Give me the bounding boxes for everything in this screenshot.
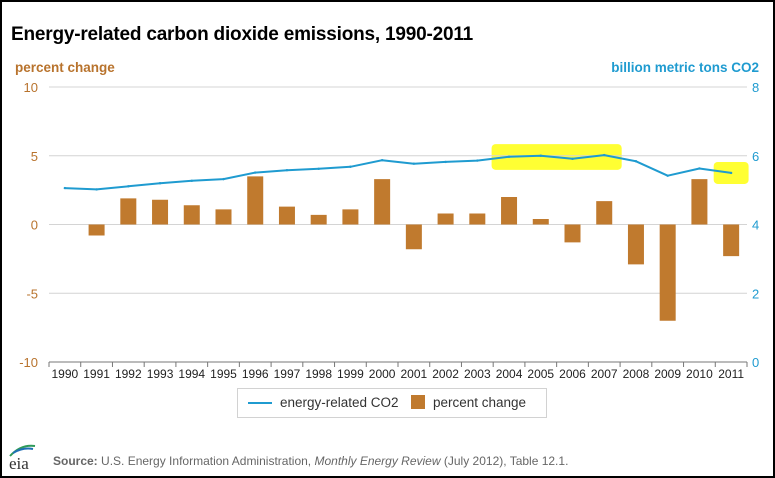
legend-bar-swatch [411,395,425,409]
x-tick-label-2001: 2001 [401,367,428,381]
x-tick-label-2007: 2007 [591,367,618,381]
line-point-2001 [412,162,416,165]
bar-2005 [532,219,549,225]
bar-1996 [247,176,264,225]
line-series-energy-related-co2 [64,154,732,191]
bar-2008 [627,224,644,265]
bar-1992 [120,198,137,225]
left-tick-label: 0 [31,218,38,233]
x-tick-label-2011: 2011 [718,367,744,381]
line-point-1997 [285,168,289,172]
line-point-2009 [666,174,669,177]
legend-line-label: energy-related CO2 [280,395,399,410]
bar-1993 [152,199,169,225]
right-tick-label: 4 [752,218,759,233]
line-point-2006 [571,157,574,161]
bar-2003 [469,213,486,225]
x-tick-label-2005: 2005 [527,367,554,381]
chart-legend: energy-related CO2 percent change [237,388,547,418]
eia-logo: eia [9,444,36,472]
right-tick-label: 2 [752,286,759,301]
line-point-1998 [317,167,320,171]
line-point-2011 [729,171,733,175]
x-tick-label-1992: 1992 [115,367,142,381]
source-publication: Monthly Energy Review [314,454,441,468]
bar-2011 [723,224,740,257]
left-tick-label: 5 [31,149,38,164]
x-tick-label-1996: 1996 [242,367,269,381]
source-note: Source: U.S. Energy Information Administ… [53,454,568,468]
right-tick-label: 8 [752,80,759,95]
x-tick-label-2002: 2002 [432,367,459,381]
line-point-1990 [63,186,67,190]
bar-1995 [215,209,232,225]
bar-1994 [183,205,200,225]
line-point-1993 [158,182,162,185]
bar-2009 [659,224,676,321]
x-tick-label-2008: 2008 [623,367,650,381]
bar-1999 [342,209,359,225]
bar-2010 [691,179,708,225]
bar-2004 [501,197,518,225]
line-point-1991 [95,188,98,191]
x-tick-label-1990: 1990 [52,367,79,381]
line-point-2007 [603,153,606,157]
x-tick-label-2010: 2010 [686,367,713,381]
left-tick-label: -10 [19,355,38,370]
right-axis-title: billion metric tons CO2 [611,60,759,75]
right-tick-label: 6 [752,149,759,164]
line-point-2003 [476,159,479,162]
legend-bar-label: percent change [433,395,527,410]
bar-2007 [596,201,613,225]
line-point-1992 [127,185,130,188]
x-tick-label-1997: 1997 [274,367,301,381]
chart-title: Energy-related carbon dioxide emissions,… [11,24,474,45]
line-point-1996 [254,171,257,174]
bar-2006 [564,224,581,243]
source-org: U.S. Energy Information Administration, [101,454,312,468]
left-axis-title: percent change [15,60,115,75]
line-point-2004 [507,155,511,158]
bar-2002 [437,213,454,225]
source-label: Source: [53,454,98,468]
line-point-2010 [698,167,701,170]
line-point-1994 [190,179,193,183]
x-tick-label-2006: 2006 [559,367,586,381]
line-point-2005 [539,154,542,157]
x-tick-label-2000: 2000 [369,367,396,381]
line-point-1995 [222,177,225,181]
line-point-2000 [380,159,384,162]
x-tick-label-1991: 1991 [83,367,110,381]
x-tick-label-1999: 1999 [337,367,364,381]
bar-2001 [405,224,422,250]
chart-footer: eia Source: U.S. Energy Information Admi… [2,442,773,476]
x-tick-label-1994: 1994 [178,367,205,381]
left-tick-label: -5 [26,286,38,301]
x-tick-label-1995: 1995 [210,367,237,381]
right-tick-label: 0 [752,355,759,370]
chart-plot: 10 5 0 -5 -10 8 6 4 2 0 1990 1991 1992 1993 1994 1995 19… [19,80,759,381]
x-tick-label-2009: 2009 [654,367,681,381]
svg-text:eia: eia [9,454,29,472]
bar-2000 [374,179,391,225]
legend-line-swatch [248,402,272,404]
source-details: (July 2012), Table 12.1. [443,454,569,468]
x-tick-label-1998: 1998 [305,367,332,381]
line-point-2008 [634,160,638,163]
line-point-1999 [349,165,352,168]
line-point-2002 [444,160,447,164]
x-tick-label-2003: 2003 [464,367,491,381]
x-tick-label-1993: 1993 [147,367,174,381]
bar-1998 [310,214,327,225]
x-tick-label-2004: 2004 [496,367,523,381]
bar-1991 [88,224,105,236]
left-tick-label: 10 [24,80,38,95]
bar-1997 [278,206,295,225]
